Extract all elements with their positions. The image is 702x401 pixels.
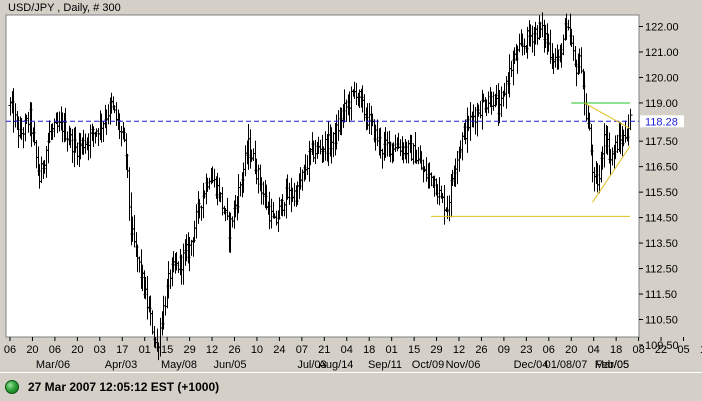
x-day-label: 19 (700, 344, 702, 356)
x-month-label: Nov/06 (446, 359, 481, 371)
x-day-label: 18 (363, 344, 375, 356)
y-tick-label: 109.50 (645, 340, 679, 352)
x-month-label: Feb/05 (595, 359, 629, 371)
x-day-label: 20 (26, 344, 38, 356)
x-day-label: 15 (161, 344, 173, 356)
x-month-label: 01/08/07 (545, 359, 588, 371)
x-day-label: 04 (341, 344, 353, 356)
y-tick-label: 119.00 (645, 98, 678, 110)
x-day-label: 07 (296, 344, 308, 356)
x-month-label: May/08 (161, 359, 197, 371)
x-month-label: Mar/06 (36, 359, 70, 371)
status-bar: 27 Mar 2007 12:05:12 EST (+1000) (0, 372, 702, 401)
plot-area (5, 14, 640, 338)
x-month-label: Apr/03 (105, 359, 137, 371)
x-day-label: 26 (228, 344, 240, 356)
current-price-tag-bg (640, 115, 684, 128)
x-day-label: 06 (543, 344, 555, 356)
x-day-label: 20 (71, 344, 83, 356)
x-month-label: Jul/03 (297, 359, 326, 371)
x-day-label: 03 (94, 344, 106, 356)
y-tick-label: 115.50 (645, 187, 678, 199)
x-day-label: 04 (588, 344, 600, 356)
y-tick-label: 121.00 (645, 47, 679, 59)
x-day-label: 29 (183, 344, 195, 356)
x-day-label: 06 (4, 344, 16, 356)
x-day-label: 15 (408, 344, 420, 356)
y-tick-label: 110.50 (645, 315, 678, 327)
x-day-label: 12 (206, 344, 218, 356)
x-day-label: 24 (273, 344, 285, 356)
x-day-label: 18 (610, 344, 622, 356)
y-tick-label: 111.50 (645, 289, 677, 301)
current-price-label: 118.28 (645, 116, 678, 128)
x-day-label: 01 (139, 344, 151, 356)
x-day-label: 09 (498, 344, 510, 356)
x-day-label: 22 (655, 344, 667, 356)
x-month-label: Oct/09 (412, 359, 444, 371)
x-month-label: Aug/14 (319, 359, 354, 371)
x-day-label: 21 (318, 344, 330, 356)
y-axis: 122.00 121.00 120.00 119.00 117.50 116.50 115.… (639, 22, 679, 352)
x-day-label: 10 (251, 344, 263, 356)
x-day-label: 08 (632, 344, 644, 356)
x-month-label: Sep/11 (368, 359, 402, 371)
x-axis: 06 20 06 20 03 17 01 15 29 12 26 10 24 07 21 04 18 01 15 29… (4, 337, 702, 371)
y-tick-label: 112.50 (645, 264, 678, 276)
x-month-label: Jun/05 (213, 359, 246, 371)
trend-line (592, 145, 631, 203)
x-day-label: 29 (430, 344, 442, 356)
x-day-label: 23 (520, 344, 532, 356)
y-tick-label: 116.50 (645, 162, 678, 174)
trend-line (584, 102, 631, 129)
x-day-label: 06 (49, 344, 61, 356)
x-day-label: 17 (116, 344, 128, 356)
x-day-label: 01 (386, 344, 398, 356)
y-tick-label: 120.00 (645, 72, 679, 84)
price-bars (8, 12, 633, 361)
x-day-label: 12 (453, 344, 465, 356)
y-tick-label: 114.50 (645, 213, 678, 225)
connection-status-icon (5, 380, 19, 394)
x-day-label: 20 (565, 344, 577, 356)
y-tick-label: 122.00 (645, 22, 679, 34)
price-chart: USD/JPY , Daily, # 300 122.00 121.00 120.0… (4, 2, 702, 371)
trend-lines (6, 102, 639, 217)
x-day-label: 05 (677, 344, 689, 356)
x-month-label: Mar/05 (595, 359, 629, 371)
x-day-label: 26 (475, 344, 487, 356)
y-tick-label: 113.50 (645, 238, 678, 250)
chart-title: USD/JPY , Daily, # 300 (8, 2, 121, 14)
y-tick-label: 117.50 (645, 136, 678, 148)
current-price-tag: 118.28 (640, 115, 684, 128)
x-month-label: Dec/04 (514, 359, 549, 371)
status-timestamp: 27 Mar 2007 12:05:12 EST (+1000) (28, 380, 220, 394)
